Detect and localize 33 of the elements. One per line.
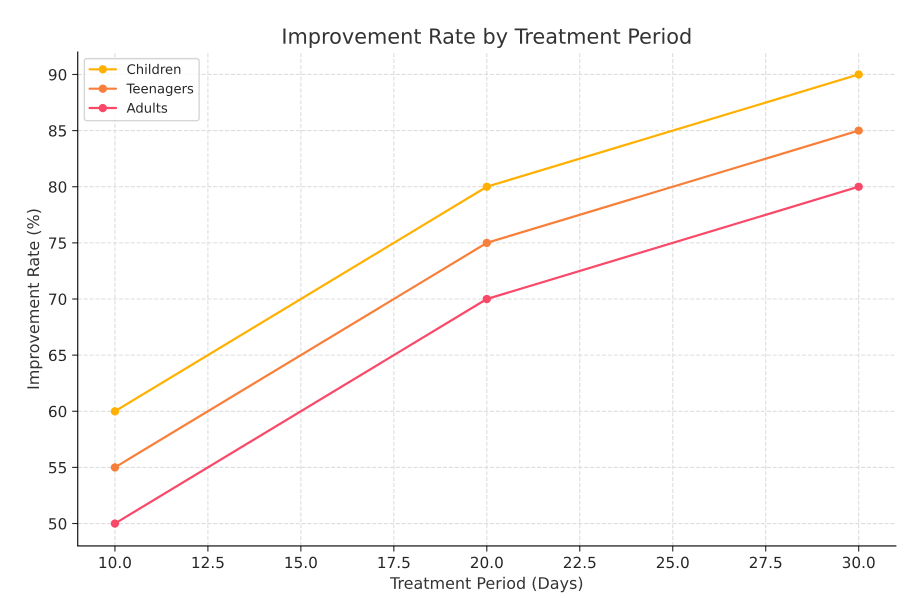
x-tick-label: 12.5 (192, 556, 224, 568)
point (482, 182, 491, 191)
x-tick-label: 20.0 (470, 556, 503, 568)
x-axis-title: Treatment Period (Days) (390, 576, 582, 592)
x-tick-label: 27.5 (750, 556, 782, 568)
x-tick-label: 10.0 (100, 556, 131, 568)
y-tick-label: 70 (49, 293, 66, 306)
legend-label: Adults (126, 102, 168, 113)
legend-label: Teenagers (126, 84, 194, 96)
point (854, 182, 863, 191)
x-tick-label: 25.0 (656, 556, 689, 568)
y-axis-title: Improvement Rate (%) (26, 209, 42, 388)
chart-title: Improvement Rate by Treatment Period (283, 28, 690, 48)
x-tick-label: 15.0 (286, 556, 317, 568)
x-tick-label: 22.5 (564, 556, 596, 568)
y-tick-label: 60 (48, 406, 66, 418)
point (110, 463, 120, 472)
point (482, 238, 491, 248)
y-tick-label: 75 (49, 238, 66, 249)
y-tick-label: 80 (48, 181, 66, 193)
y-tick-label: 85 (48, 125, 66, 137)
point (854, 126, 863, 135)
y-tick-label: 90 (48, 68, 66, 80)
point (854, 70, 863, 79)
point (110, 519, 120, 528)
point (482, 294, 491, 304)
legend-label: Children (127, 64, 180, 74)
x-tick-label: 30.0 (842, 556, 875, 568)
x-tick-label: 17.5 (378, 556, 410, 568)
y-tick-label: 55 (49, 462, 66, 474)
point (110, 407, 120, 416)
y-tick-label: 50 (49, 518, 66, 530)
y-tick-label: 65 (48, 350, 66, 362)
